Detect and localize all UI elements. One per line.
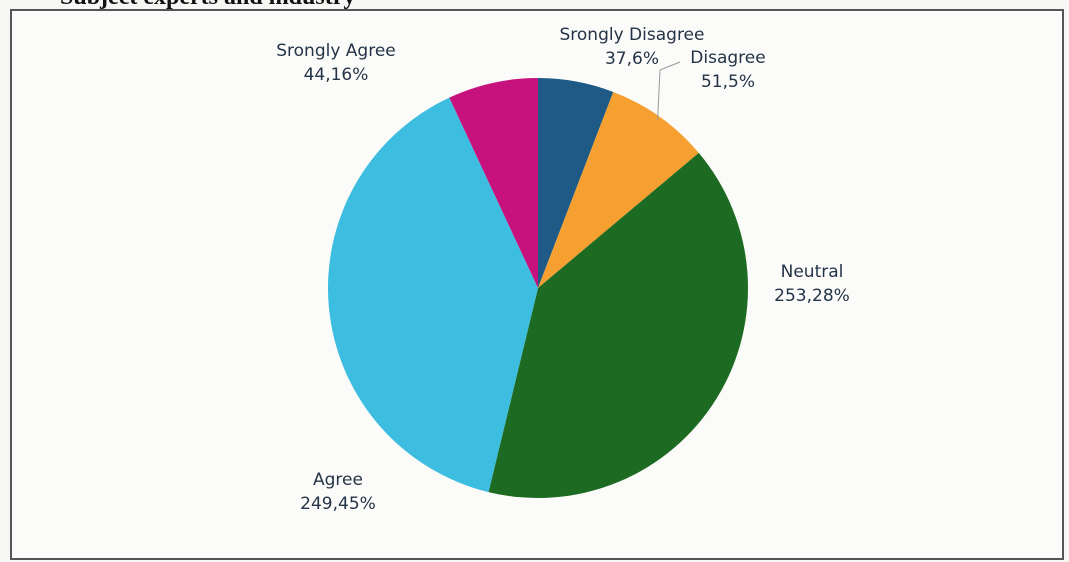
pie-slice-disagree (538, 91, 699, 289)
pie-slices (327, 77, 748, 499)
slice-name-srongly-agree: Srongly Agree (276, 41, 396, 61)
pie-slice-agree (327, 97, 538, 493)
slice-name-srongly-disagree: Srongly Disagree (560, 25, 705, 45)
slice-value-disagree: 51,5% (701, 72, 755, 92)
pie-slice-neutral (488, 152, 748, 499)
slice-name-neutral: Neutral (781, 262, 844, 282)
cropped-heading: Subject experts and industry (60, 0, 355, 11)
slice-value-agree: 249,45% (300, 494, 376, 514)
pie-labels: Srongly Disagree 37,6% Disagree 51,5% Neutra… (276, 25, 850, 514)
pie-slice-srongly-disagree (538, 78, 614, 288)
leader-lines (657, 61, 681, 121)
slice-name-agree: Agree (313, 470, 363, 490)
pie-slice-srongly-agree (449, 77, 538, 288)
slice-name-disagree: Disagree (690, 48, 765, 68)
slice-value-srongly-agree: 44,16% (304, 65, 369, 85)
slice-value-neutral: 253,28% (774, 286, 850, 306)
leader-line-disagree (657, 61, 681, 121)
slice-value-srongly-disagree: 37,6% (605, 49, 659, 69)
